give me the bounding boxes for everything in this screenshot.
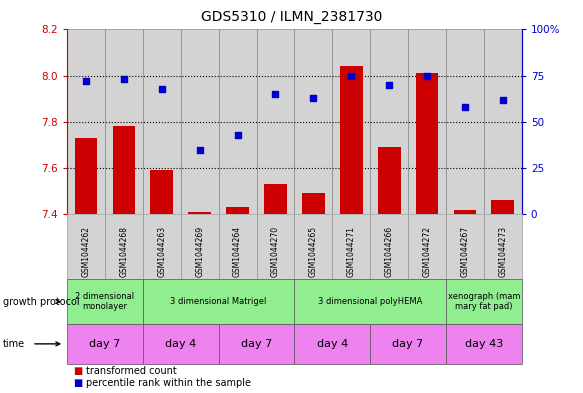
Text: day 7: day 7: [392, 339, 424, 349]
Text: day 43: day 43: [465, 339, 503, 349]
Text: percentile rank within the sample: percentile rank within the sample: [86, 378, 251, 388]
Text: 3 dimensional polyHEMA: 3 dimensional polyHEMA: [318, 297, 423, 306]
Bar: [226, 207, 249, 214]
Bar: [105, 29, 143, 214]
Bar: [378, 147, 401, 214]
Text: day 7: day 7: [89, 339, 121, 349]
Text: transformed count: transformed count: [86, 366, 177, 376]
Text: GSM1044270: GSM1044270: [271, 226, 280, 277]
Text: growth protocol: growth protocol: [3, 297, 79, 307]
Bar: [370, 29, 408, 214]
Text: day 7: day 7: [241, 339, 272, 349]
Bar: [484, 29, 522, 214]
Text: GSM1044267: GSM1044267: [461, 226, 469, 277]
Point: [271, 91, 280, 97]
Bar: [75, 138, 97, 214]
Point: [498, 97, 507, 103]
Bar: [181, 29, 219, 214]
Text: GSM1044271: GSM1044271: [347, 226, 356, 277]
Point: [308, 95, 318, 101]
Text: time: time: [3, 339, 25, 349]
Point: [346, 72, 356, 79]
Bar: [150, 170, 173, 214]
Bar: [446, 29, 484, 214]
Bar: [302, 193, 325, 214]
Point: [422, 72, 431, 79]
Bar: [113, 127, 135, 214]
Bar: [67, 29, 105, 214]
Text: GSM1044272: GSM1044272: [423, 226, 431, 277]
Point: [119, 76, 128, 83]
Bar: [454, 209, 476, 214]
Text: day 4: day 4: [317, 339, 348, 349]
Bar: [264, 184, 287, 214]
Text: GSM1044266: GSM1044266: [385, 226, 394, 277]
Bar: [332, 29, 370, 214]
Text: GSM1044263: GSM1044263: [157, 226, 166, 277]
Text: GDS5310 / ILMN_2381730: GDS5310 / ILMN_2381730: [201, 10, 382, 24]
Text: GSM1044265: GSM1044265: [309, 226, 318, 277]
Text: GSM1044268: GSM1044268: [120, 226, 128, 277]
Text: GSM1044269: GSM1044269: [195, 226, 204, 277]
Bar: [491, 200, 514, 214]
Bar: [257, 29, 294, 214]
Text: GSM1044273: GSM1044273: [498, 226, 507, 277]
Bar: [143, 29, 181, 214]
Bar: [408, 29, 446, 214]
Text: 2 dimensional
monolayer: 2 dimensional monolayer: [75, 292, 135, 311]
Text: GSM1044264: GSM1044264: [233, 226, 242, 277]
Text: GSM1044262: GSM1044262: [82, 226, 90, 277]
Text: xenograph (mam
mary fat pad): xenograph (mam mary fat pad): [448, 292, 520, 311]
Point: [385, 82, 394, 88]
Text: 3 dimensional Matrigel: 3 dimensional Matrigel: [170, 297, 267, 306]
Point: [157, 85, 167, 92]
Point: [233, 132, 243, 138]
Bar: [188, 212, 211, 214]
Point: [460, 104, 469, 110]
Text: ■: ■: [73, 366, 82, 376]
Bar: [219, 29, 257, 214]
Bar: [340, 66, 363, 214]
Bar: [294, 29, 332, 214]
Text: day 4: day 4: [165, 339, 196, 349]
Bar: [416, 73, 438, 214]
Point: [195, 146, 205, 152]
Point: [82, 78, 91, 84]
Text: ■: ■: [73, 378, 82, 388]
